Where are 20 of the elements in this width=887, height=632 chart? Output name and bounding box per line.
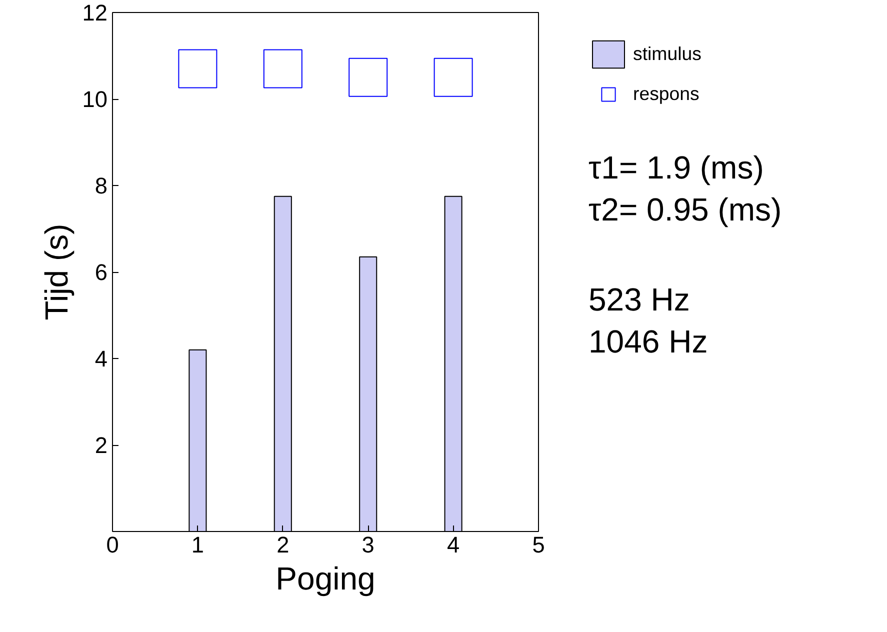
x-tick-label: 0: [106, 532, 119, 558]
y-tick-label: 12: [82, 0, 108, 26]
text: 1046 Hz: [588, 324, 708, 360]
y-tick-label: 6: [94, 259, 108, 285]
x-tick-label: 5: [532, 532, 545, 558]
y-tick-label: 10: [82, 86, 108, 112]
y-axis-title: Tijd (s): [38, 224, 74, 320]
y-tick-label: 8: [94, 172, 108, 198]
text: τ1= 1.9 (ms): [588, 150, 764, 186]
y-tick-label: 2: [94, 432, 108, 458]
text: 523 Hz: [588, 282, 690, 318]
x-axis-title: Poging: [276, 560, 376, 596]
y-tick-label: 4: [94, 346, 108, 372]
x-tick-label: 2: [276, 532, 290, 558]
x-tick-label: 1: [191, 532, 204, 558]
text: τ2= 0.95 (ms): [588, 192, 782, 228]
legend-label: stimulus: [633, 43, 702, 65]
x-tick-label: 4: [447, 532, 460, 558]
x-tick-label: 3: [362, 532, 374, 558]
legend-label: respons: [633, 83, 700, 105]
